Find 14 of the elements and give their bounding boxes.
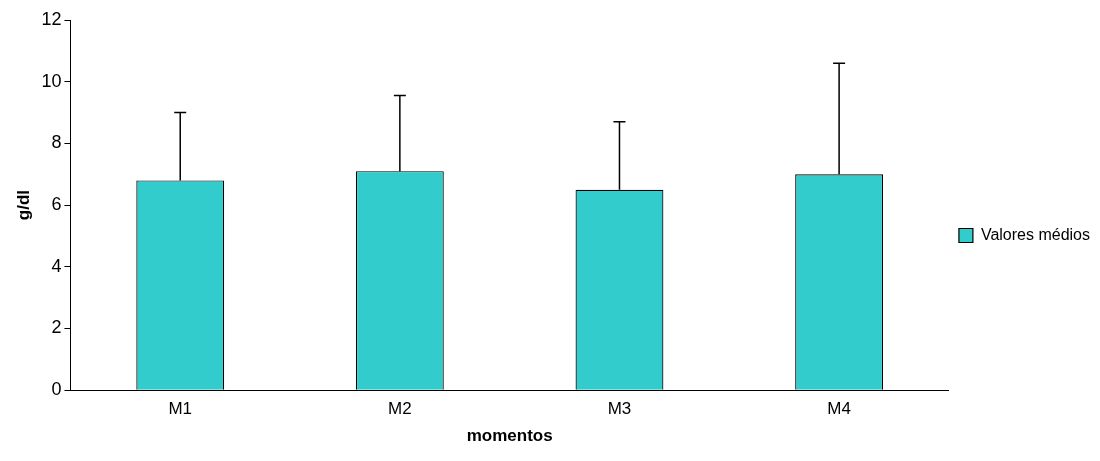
x-tick-label: M4 <box>827 399 851 419</box>
y-tick-label: 0 <box>51 379 62 400</box>
legend-label: Valores médios <box>980 225 1091 243</box>
y-tick-label: 2 <box>51 317 62 338</box>
x-tick-label: M1 <box>168 399 193 419</box>
x-tick-label: M3 <box>607 399 632 419</box>
x-axis-title: momentos <box>466 426 553 446</box>
y-tick-label: 12 <box>41 8 62 29</box>
x-tick-label: M2 <box>388 399 412 419</box>
y-tick-label: 10 <box>41 70 62 91</box>
y-tick-label: 4 <box>51 255 62 276</box>
y-tick-label: 8 <box>51 132 62 153</box>
y-axis-title: g/dl <box>13 189 33 221</box>
y-tick-label: 6 <box>51 194 62 215</box>
